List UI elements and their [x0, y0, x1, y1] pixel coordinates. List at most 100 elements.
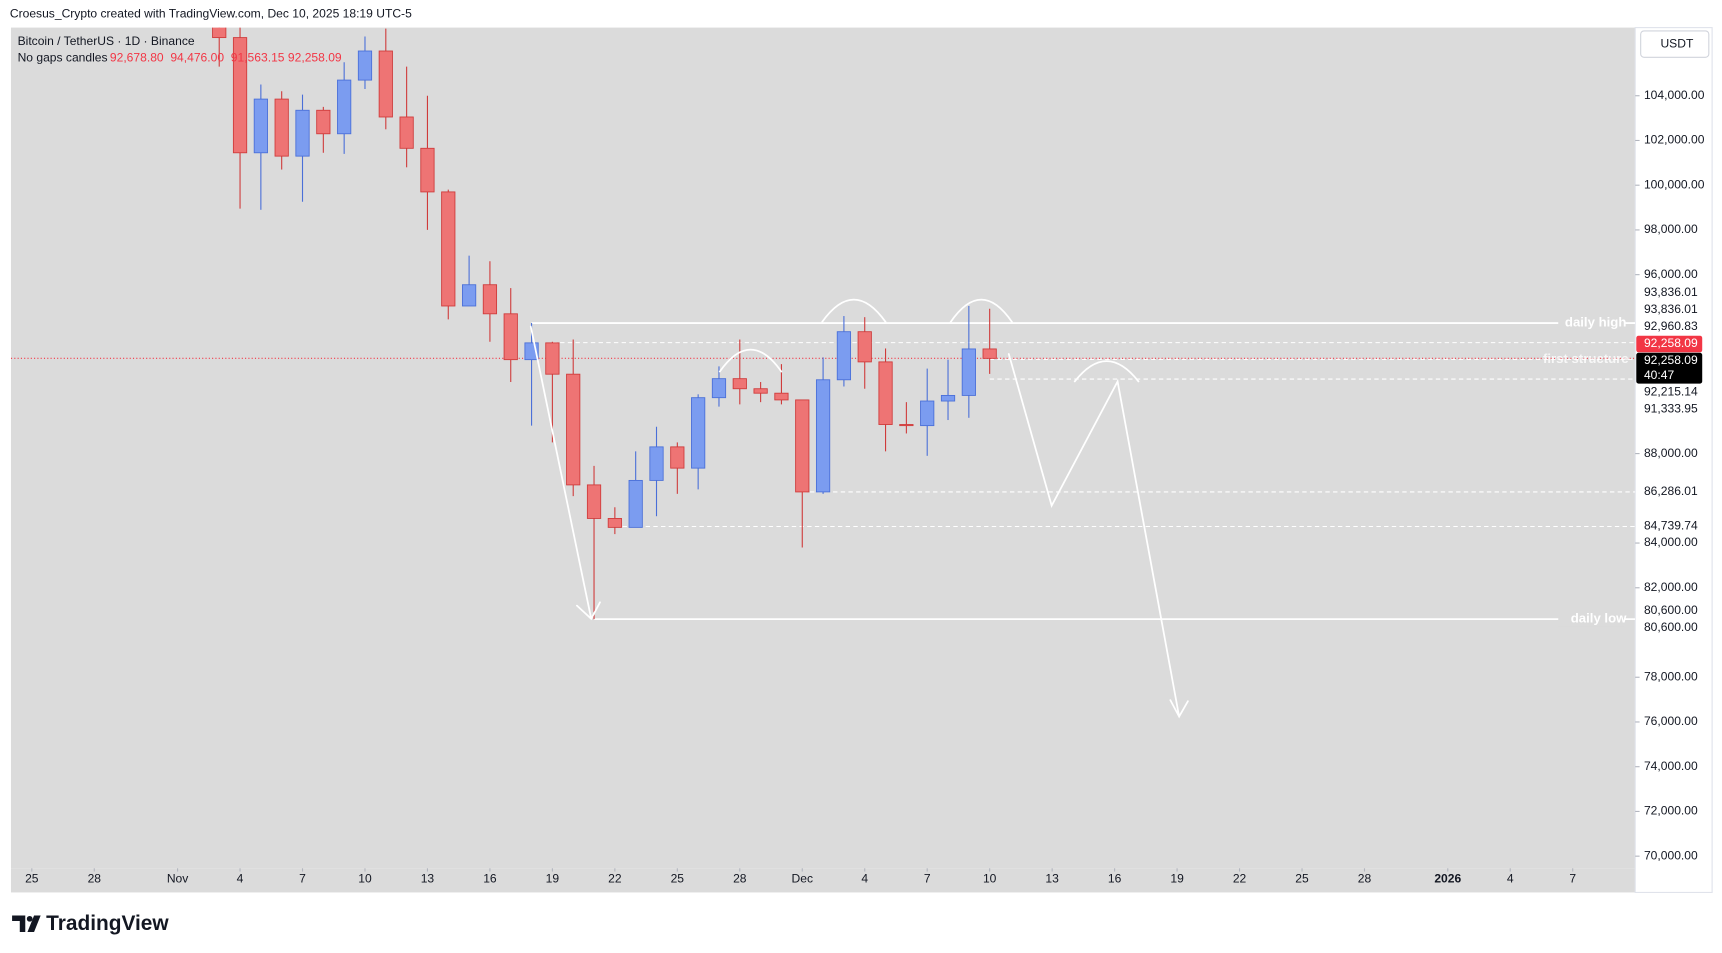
- price-label-bg: [1636, 619, 1703, 636]
- price-label-bg: [1636, 518, 1703, 535]
- x-tick-label: Nov: [167, 871, 188, 885]
- candle-body: [253, 98, 268, 154]
- price-label: 92,215.14: [1644, 385, 1698, 399]
- price-label: 86,286.01: [1644, 484, 1698, 498]
- logo-mark: [26, 915, 33, 922]
- candle-body: [545, 342, 560, 375]
- price-label-bg: [1636, 384, 1703, 401]
- candle-body: [815, 379, 831, 493]
- x-tick-label: 22: [1233, 871, 1247, 885]
- y-tick-label: 104,000.00: [1644, 88, 1705, 102]
- x-tick-label: 25: [25, 871, 39, 885]
- y-tick-label: 100,000.00: [1644, 177, 1705, 191]
- candle-body: [711, 378, 727, 399]
- price-label: 92,258.09: [1644, 336, 1698, 350]
- y-tick-label: 78,000.00: [1644, 669, 1698, 683]
- level-text: daily high: [1565, 315, 1626, 330]
- logo-mark: [27, 915, 41, 933]
- time-axis: [10, 868, 1636, 893]
- candle-body: [961, 348, 976, 396]
- candle-body: [691, 397, 706, 469]
- candle-body: [566, 373, 581, 486]
- candles: [212, 27, 997, 620]
- x-tick-label: 16: [1108, 871, 1122, 885]
- x-tick-label: 19: [546, 871, 560, 885]
- candle-body: [628, 479, 643, 528]
- candle-body: [232, 37, 248, 154]
- level-text: daily low: [1571, 611, 1627, 626]
- x-tick-label: 7: [299, 871, 306, 885]
- x-tick-label: Dec: [792, 871, 813, 885]
- y-tick-label: 84,000.00: [1644, 535, 1698, 549]
- x-tick-label: 19: [1170, 871, 1184, 885]
- price-axis: [1634, 27, 1713, 893]
- price-label: 93,836.01: [1644, 285, 1698, 299]
- price-label: 80,600.00: [1644, 620, 1698, 634]
- y-tick-label: 70,000.00: [1644, 848, 1698, 862]
- currency[interactable]: USDT: [1660, 36, 1694, 50]
- levels: [10, 322, 1636, 620]
- x-tick-label: 2026: [1434, 871, 1461, 885]
- level-text: first structure: [1543, 351, 1629, 366]
- x-tick-label: 4: [237, 871, 244, 885]
- level-text-bg: [1558, 611, 1625, 627]
- x-tick-label: 28: [733, 871, 747, 885]
- x-tick-label: 10: [358, 871, 372, 885]
- price-label-bg: [1636, 483, 1703, 501]
- drawings: [529, 298, 1189, 719]
- candle-body: [795, 399, 810, 493]
- candle-body: [316, 109, 331, 135]
- candle-body: [857, 331, 872, 363]
- x-tick-label: 22: [608, 871, 622, 885]
- price-label: 80,600.00: [1644, 603, 1698, 617]
- price-label: 93,836.01: [1644, 302, 1698, 316]
- level-text-bg: [1558, 315, 1625, 331]
- ohlc-value: 91,563.15: [231, 51, 285, 65]
- arrow-drop: [529, 325, 601, 621]
- currency-box[interactable]: [1640, 30, 1710, 58]
- x-tick-label: 25: [1295, 871, 1309, 885]
- candle-body: [274, 98, 289, 157]
- y-tick-label: 76,000.00: [1644, 714, 1698, 728]
- y-tick-label: 82,000.00: [1644, 580, 1698, 594]
- candle-body: [503, 313, 518, 361]
- candle-body: [774, 392, 789, 401]
- brand: TradingView: [46, 912, 169, 935]
- x-tick-label: 25: [671, 871, 685, 885]
- x-tick-label: 28: [88, 871, 102, 885]
- x-tick-label: 10: [983, 871, 997, 885]
- projection-path: [1007, 353, 1189, 719]
- candle-body: [670, 446, 685, 469]
- candle-body: [940, 394, 956, 402]
- candle-body: [899, 424, 914, 427]
- y-tick-label: 72,000.00: [1644, 804, 1698, 818]
- logo-mark: [12, 915, 26, 933]
- attribution: Croesus_Crypto created with TradingView.…: [10, 7, 412, 21]
- legend: Bitcoin / TetherUS · 1D · Binance No gap…: [18, 34, 342, 64]
- x-tick-label: 4: [861, 871, 868, 885]
- x-tick-label: 13: [1045, 871, 1059, 885]
- candle-body: [337, 79, 352, 135]
- x-tick-label: 7: [1569, 871, 1576, 885]
- candle-body: [399, 116, 414, 149]
- price-label-bg: [1636, 602, 1703, 619]
- candle-type: No gaps candles: [18, 51, 108, 65]
- ohlc-value: 94,476.00: [170, 51, 224, 65]
- ohlc-value: 92,258.09: [288, 51, 342, 65]
- price-label-bg: [1636, 335, 1703, 353]
- candle-body: [753, 388, 768, 394]
- candle-body: [732, 378, 747, 390]
- candle-body: [378, 50, 393, 118]
- price-label: 84,739.74: [1644, 519, 1698, 533]
- symbol-title: Bitcoin / TetherUS · 1D · Binance: [18, 34, 195, 48]
- arc: [821, 298, 887, 323]
- price-label-bg: [1636, 318, 1703, 336]
- candle-body: [920, 400, 935, 427]
- candle-body: [649, 446, 664, 481]
- candle-body: [212, 27, 227, 39]
- axis-labels: 93,836.01 93,836.01 92,960.83 92,258.09 92,2…: [1636, 284, 1703, 636]
- countdown: 40:47: [1644, 368, 1675, 382]
- candle-body: [357, 50, 373, 81]
